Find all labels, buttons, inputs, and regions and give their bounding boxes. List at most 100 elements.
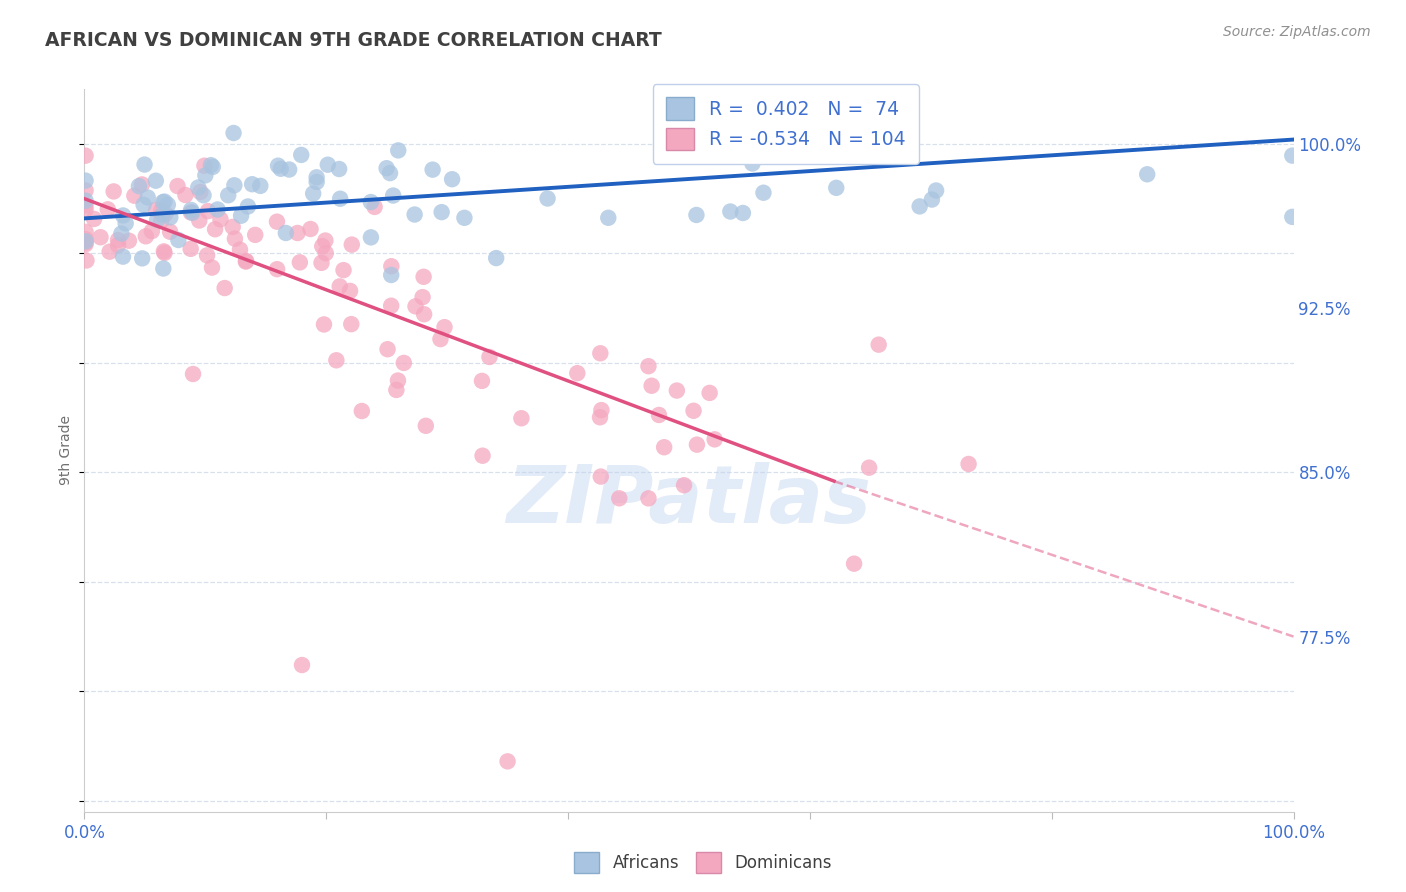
Point — [1281, 148, 1303, 162]
Point — [114, 216, 136, 230]
Point — [637, 359, 659, 374]
Point — [107, 238, 129, 252]
Point — [315, 246, 337, 260]
Point — [471, 449, 494, 463]
Point — [222, 126, 245, 140]
Point — [412, 290, 434, 304]
Point — [97, 202, 120, 217]
Point — [131, 178, 153, 192]
Point — [648, 408, 671, 422]
Point — [589, 346, 612, 360]
Point — [152, 207, 174, 221]
Point — [75, 174, 97, 188]
Point — [103, 185, 125, 199]
Point — [193, 188, 215, 202]
Text: ZIPatlas: ZIPatlas — [506, 462, 872, 540]
Point — [339, 284, 361, 298]
Point — [591, 403, 613, 417]
Point — [471, 374, 494, 388]
Point — [441, 172, 464, 186]
Point — [453, 211, 475, 225]
Point — [607, 491, 630, 506]
Point — [652, 440, 675, 454]
Point — [207, 202, 229, 217]
Point — [305, 175, 328, 189]
Point — [405, 299, 427, 313]
Point — [150, 203, 173, 218]
Point — [266, 262, 288, 277]
Point — [392, 356, 415, 370]
Point — [150, 214, 173, 228]
Point — [314, 234, 336, 248]
Point — [340, 237, 363, 252]
Point — [328, 161, 350, 176]
Point — [921, 193, 943, 207]
Point — [278, 162, 301, 177]
Point — [380, 299, 402, 313]
Point — [685, 208, 707, 222]
Point — [380, 259, 402, 273]
Point — [288, 255, 311, 269]
Point — [235, 254, 257, 268]
Point — [316, 158, 339, 172]
Point — [510, 411, 533, 425]
Point — [378, 166, 401, 180]
Point — [842, 557, 865, 571]
Point — [180, 202, 202, 217]
Point — [224, 178, 246, 193]
Point — [75, 235, 97, 250]
Point — [174, 188, 197, 202]
Legend: Africans, Dominicans: Africans, Dominicans — [568, 846, 838, 880]
Point — [152, 261, 174, 276]
Point — [155, 207, 177, 221]
Point — [245, 227, 267, 242]
Point — [197, 204, 219, 219]
Point — [194, 169, 217, 183]
Point — [136, 190, 159, 204]
Point — [152, 195, 174, 210]
Point — [145, 174, 167, 188]
Point — [291, 658, 314, 673]
Point — [422, 162, 444, 177]
Point — [128, 179, 150, 194]
Point — [89, 230, 111, 244]
Point — [131, 252, 153, 266]
Point — [201, 260, 224, 275]
Point — [274, 226, 297, 240]
Point — [302, 186, 325, 201]
Point — [686, 437, 709, 451]
Point — [312, 318, 335, 332]
Point — [229, 209, 252, 223]
Point — [430, 205, 453, 219]
Point — [536, 192, 558, 206]
Point — [380, 268, 402, 282]
Point — [731, 206, 754, 220]
Point — [350, 404, 373, 418]
Point — [153, 194, 176, 209]
Point — [135, 229, 157, 244]
Point — [589, 469, 612, 483]
Point — [200, 158, 222, 172]
Point — [83, 211, 105, 226]
Point — [589, 410, 612, 425]
Point — [478, 350, 501, 364]
Point — [132, 198, 155, 212]
Point — [718, 204, 741, 219]
Point — [224, 232, 246, 246]
Point — [868, 337, 890, 351]
Point — [1136, 167, 1159, 181]
Point — [110, 227, 132, 241]
Point — [249, 178, 271, 193]
Point — [236, 199, 259, 213]
Point — [221, 219, 243, 234]
Point — [141, 224, 163, 238]
Text: Source: ZipAtlas.com: Source: ZipAtlas.com — [1223, 25, 1371, 39]
Point — [75, 149, 97, 163]
Point — [387, 144, 409, 158]
Point — [75, 237, 97, 252]
Point — [75, 184, 97, 198]
Point — [413, 307, 436, 321]
Point — [195, 248, 218, 262]
Point — [204, 222, 226, 236]
Point — [187, 180, 209, 194]
